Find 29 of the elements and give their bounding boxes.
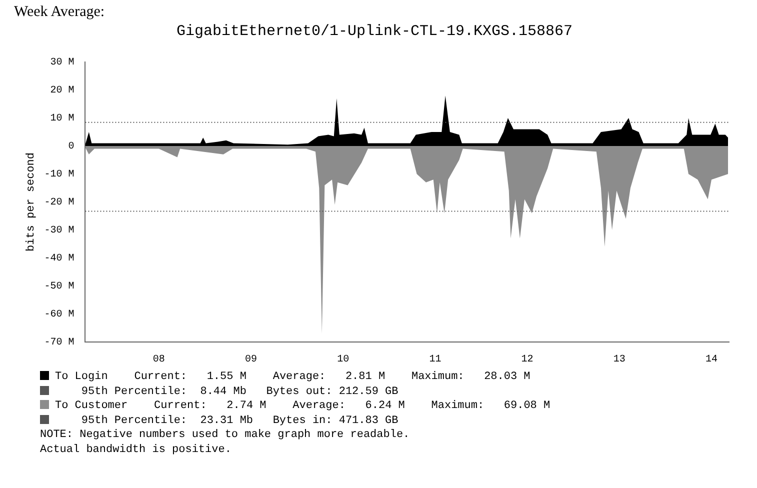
y-tick-label: 10 M bbox=[50, 114, 74, 125]
y-tick-label: -30 M bbox=[44, 226, 74, 237]
legend-label: To Customer bbox=[55, 400, 128, 412]
x-tick-label: 14 bbox=[705, 354, 718, 366]
y-tick-label: -10 M bbox=[44, 170, 74, 181]
y-axis-title: bits per second bbox=[26, 152, 38, 252]
text: 95th Percentile: 23.31 Mb Bytes in: 471.83 GB bbox=[80, 414, 398, 426]
x-tick-label: 12 bbox=[521, 354, 534, 366]
text: Current: 1.55 M Average: 2.81 M Maximum: 28.03 M bbox=[133, 371, 530, 383]
legend-label: To Login bbox=[55, 371, 108, 383]
x-tick-label: 09 bbox=[244, 354, 257, 366]
x-tick-label: 08 bbox=[152, 354, 165, 366]
text: Actual bandwidth is positive. bbox=[40, 444, 232, 456]
y-tick-label: -70 M bbox=[44, 338, 74, 349]
y-tick-label: 20 M bbox=[50, 86, 74, 97]
y-tick-label: 0 bbox=[68, 142, 74, 153]
x-tick-label: 13 bbox=[613, 354, 626, 366]
x-tick-label: 11 bbox=[429, 354, 442, 366]
y-tick-label: -60 M bbox=[44, 310, 74, 321]
text: Current: 2.74 M Average: 6.24 M Maximum: 69.08 M bbox=[153, 400, 550, 412]
text: Week Average: bbox=[14, 4, 105, 21]
y-tick-label: -50 M bbox=[44, 282, 74, 293]
y-tick-label: -20 M bbox=[44, 198, 74, 209]
text: NOTE: Negative numbers used to make graph more readable. bbox=[40, 429, 410, 441]
text: 95th Percentile: 8.44 Mb Bytes out: 212.59 GB bbox=[80, 386, 398, 398]
x-tick-label: 10 bbox=[337, 354, 350, 366]
y-tick-label: 30 M bbox=[50, 58, 74, 69]
y-tick-label: -40 M bbox=[44, 254, 74, 265]
chart-title: GigabitEthernet0/1-Uplink-CTL-19.KXGS.158867 bbox=[176, 22, 573, 40]
